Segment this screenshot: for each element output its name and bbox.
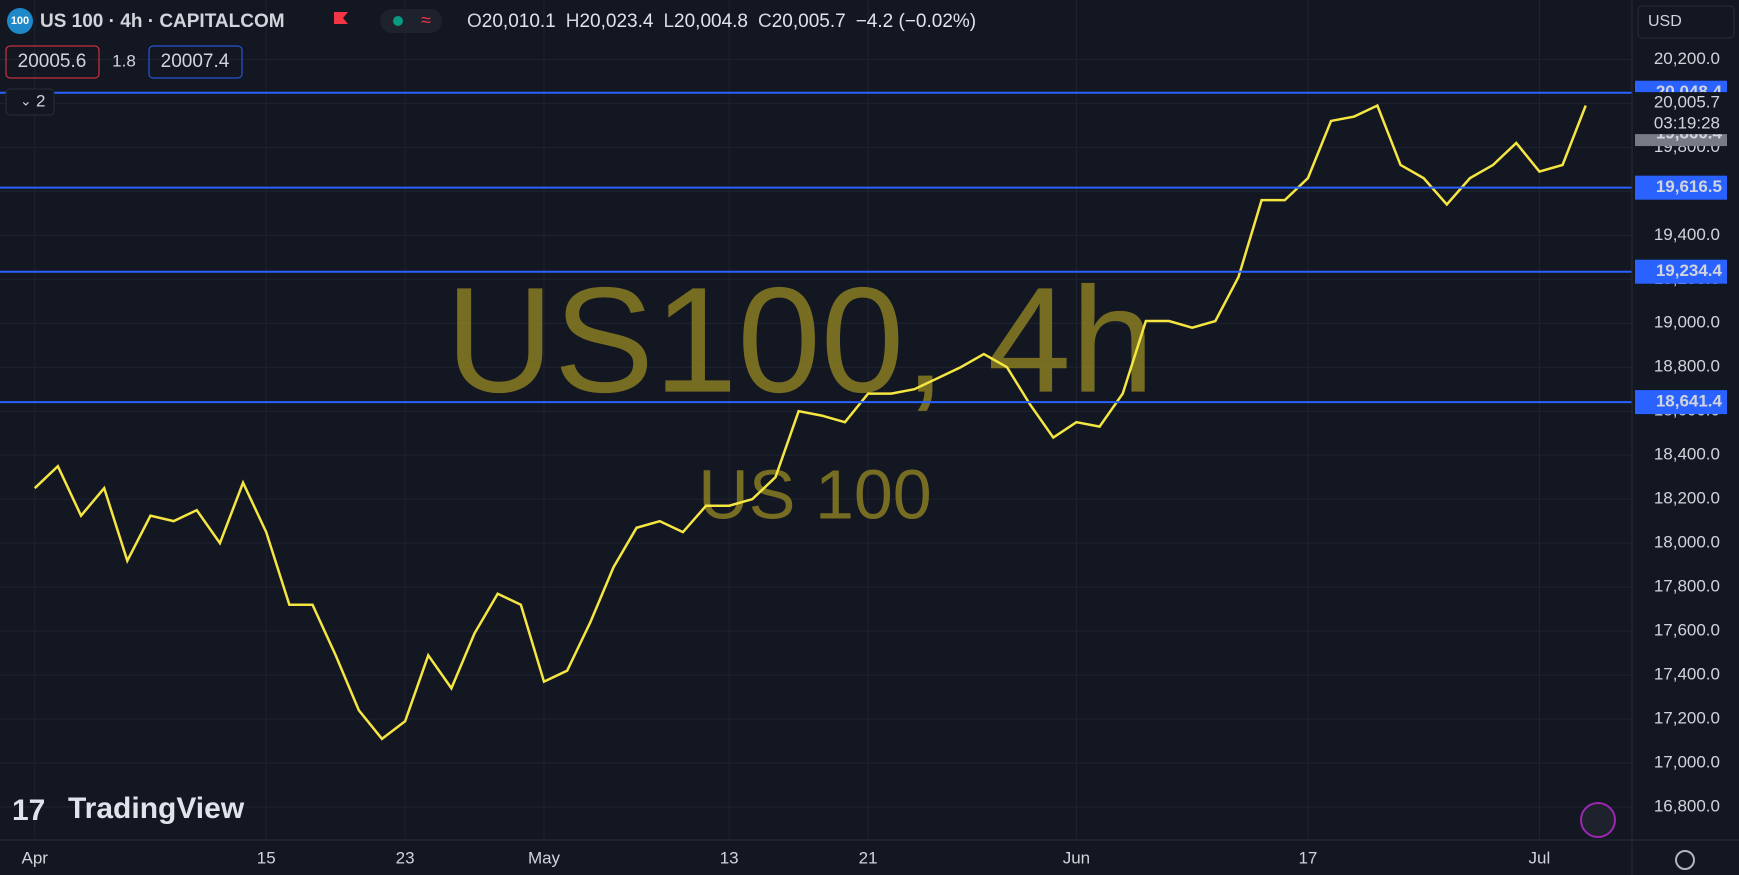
- level-tag: [1635, 175, 1727, 200]
- countdown: 03:19:28: [1654, 114, 1720, 133]
- y-tick-label: 16,800.0: [1654, 797, 1720, 816]
- y-tick-label: 19,000.0: [1654, 313, 1720, 332]
- ask: 20007.4: [161, 51, 230, 72]
- plot: [0, 91, 1632, 741]
- brand: TradingView: [68, 792, 245, 825]
- y-tick-label: 18,200.0: [1654, 489, 1720, 508]
- y-tick-label: 18,800.0: [1654, 357, 1720, 376]
- status-pill: [380, 9, 442, 33]
- price-axis: 16,800.0 17,000.0 17,200.0 17,400.0 17,600.0…: [21, 49, 1727, 867]
- ohlc-key: O: [467, 11, 482, 32]
- y-tick-label: 17,400.0: [1654, 665, 1720, 684]
- market-flag[interactable]: [1580, 802, 1616, 838]
- ohlc-key: L: [663, 11, 674, 32]
- bid: 20005.6: [18, 51, 87, 72]
- level-tag: [1635, 390, 1727, 415]
- currency-select[interactable]: [1637, 5, 1735, 39]
- x-tick-label: 13: [720, 848, 739, 867]
- chevron: ⌄: [20, 93, 32, 109]
- x-tick-label: May: [528, 848, 561, 867]
- x-tick-label: 15: [257, 848, 276, 867]
- ohlc: O20,010.1 H20,023.4 L20,004.8 C20,005.7 −4.2…: [467, 11, 976, 32]
- currency: USD: [1648, 13, 1682, 30]
- ohlc-value: 20,005.7: [772, 11, 846, 32]
- ohlc-value: 20,004.8: [674, 11, 748, 32]
- indicators-count: 2: [36, 91, 45, 110]
- status-dot: [393, 16, 403, 26]
- y-tick-label: 17,200.0: [1654, 709, 1720, 728]
- y-tick-label: 17,600.0: [1654, 621, 1720, 640]
- y-tick-label: 17,800.0: [1654, 577, 1720, 596]
- symbol-icon: [7, 8, 33, 34]
- brand-logo: 17: [12, 794, 45, 827]
- level-label: 19,616.5: [1656, 177, 1722, 196]
- flag: [334, 12, 348, 24]
- ohlc-value: 20,023.4: [579, 11, 653, 32]
- grid: [0, 0, 1632, 840]
- price-line: [33, 103, 1587, 741]
- y-tick-label: 18,000.0: [1654, 533, 1720, 552]
- settings-icon[interactable]: [1675, 850, 1695, 870]
- x-tick-label: Apr: [21, 848, 48, 867]
- level-label: 18,641.4: [1656, 392, 1723, 411]
- indicators-toggle[interactable]: [5, 88, 55, 116]
- spread: 1.8: [112, 51, 136, 70]
- watermark-main: US100, 4h: [446, 256, 1155, 424]
- ohlc-key: H: [566, 11, 580, 32]
- level-label: 19,234.4: [1656, 261, 1723, 280]
- level-tag: [1635, 259, 1727, 284]
- y-tick-label: 17,000.0: [1654, 753, 1720, 772]
- watermark-sub: US 100: [698, 455, 931, 533]
- y-tick-label: 20,200.0: [1654, 49, 1720, 68]
- last-price-label: 20,005.7: [1654, 93, 1720, 112]
- x-tick-label: 21: [859, 848, 878, 867]
- ohlc-key: C: [758, 11, 772, 32]
- bid-box[interactable]: [5, 45, 100, 79]
- y-tick-label: 19,400.0: [1654, 225, 1720, 244]
- ask-box[interactable]: [148, 45, 243, 79]
- y-tick-label: 18,400.0: [1654, 445, 1720, 464]
- symbol[interactable]: US 100 · 4h · CAPITALCOM: [40, 11, 285, 32]
- change: −4.2 (−0.02%): [856, 11, 976, 32]
- symbol-badge: 100: [11, 15, 29, 27]
- ohlc-value: 20,010.1: [482, 11, 556, 32]
- status-icon: ≈: [421, 10, 431, 30]
- x-tick-label: Jun: [1063, 848, 1090, 867]
- x-tick-label: 23: [396, 848, 415, 867]
- x-tick-label: 17: [1298, 848, 1317, 867]
- x-tick-label: Jul: [1529, 848, 1551, 867]
- last-price-tag: [1635, 92, 1727, 135]
